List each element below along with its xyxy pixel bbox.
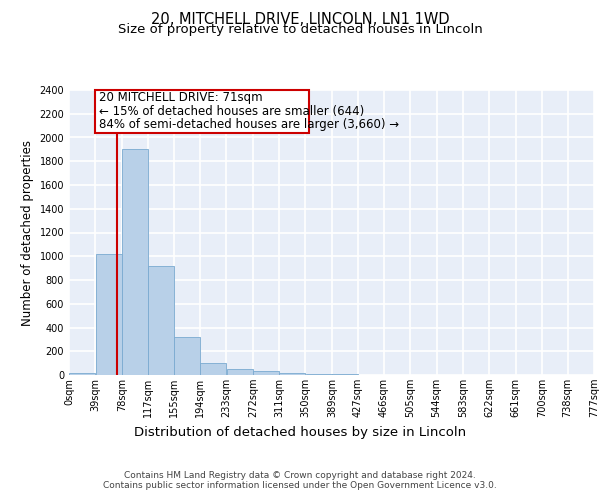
Text: Contains public sector information licensed under the Open Government Licence v3: Contains public sector information licen… <box>103 482 497 490</box>
Bar <box>95 254 122 375</box>
Bar <box>122 150 148 375</box>
Text: ← 15% of detached houses are smaller (644): ← 15% of detached houses are smaller (64… <box>99 105 364 118</box>
Bar <box>200 362 226 375</box>
Bar <box>174 337 200 375</box>
Bar <box>280 372 305 375</box>
Bar <box>148 266 174 375</box>
Bar <box>253 372 279 375</box>
Text: 84% of semi-detached houses are larger (3,660) →: 84% of semi-detached houses are larger (… <box>99 118 399 131</box>
Text: 20, MITCHELL DRIVE, LINCOLN, LN1 1WD: 20, MITCHELL DRIVE, LINCOLN, LN1 1WD <box>151 12 449 28</box>
Text: Contains HM Land Registry data © Crown copyright and database right 2024.: Contains HM Land Registry data © Crown c… <box>124 472 476 480</box>
Bar <box>305 374 332 375</box>
Text: Distribution of detached houses by size in Lincoln: Distribution of detached houses by size … <box>134 426 466 439</box>
FancyBboxPatch shape <box>95 90 309 132</box>
Bar <box>332 374 358 375</box>
Text: 20 MITCHELL DRIVE: 71sqm: 20 MITCHELL DRIVE: 71sqm <box>99 92 262 104</box>
Text: Size of property relative to detached houses in Lincoln: Size of property relative to detached ho… <box>118 22 482 36</box>
Bar <box>69 372 95 375</box>
Bar <box>227 369 253 375</box>
Y-axis label: Number of detached properties: Number of detached properties <box>21 140 34 326</box>
